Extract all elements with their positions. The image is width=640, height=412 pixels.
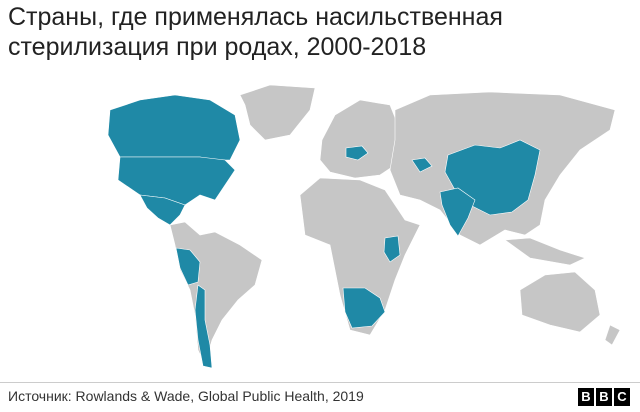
world-map bbox=[107, 84, 621, 369]
highlighted-country bbox=[107, 94, 241, 161]
land bbox=[239, 84, 316, 141]
land bbox=[319, 99, 401, 179]
highlighted-country bbox=[117, 156, 236, 206]
title-line: стерилизация при родах, 2000-2018 bbox=[8, 33, 427, 61]
highlighted-country bbox=[139, 194, 186, 226]
logo-letter: B bbox=[578, 388, 594, 406]
highlighted-country bbox=[342, 287, 386, 329]
highlighted-country bbox=[345, 145, 369, 161]
land bbox=[504, 237, 586, 266]
logo-letter: C bbox=[614, 388, 630, 406]
highlighted-country bbox=[383, 235, 401, 263]
highlighted-country bbox=[175, 247, 201, 286]
highlighted-country bbox=[439, 187, 476, 237]
land bbox=[604, 324, 621, 346]
divider bbox=[0, 382, 640, 383]
logo-letter: B bbox=[596, 388, 612, 406]
source: Источник: Rowlands & Wade, Global Public… bbox=[8, 388, 364, 404]
land bbox=[519, 271, 601, 333]
land bbox=[299, 177, 421, 336]
land bbox=[169, 221, 263, 366]
title-line: Страны, где применялась насильственная bbox=[8, 3, 503, 31]
highlighted-country bbox=[411, 157, 433, 173]
highlighted-country bbox=[194, 284, 213, 369]
